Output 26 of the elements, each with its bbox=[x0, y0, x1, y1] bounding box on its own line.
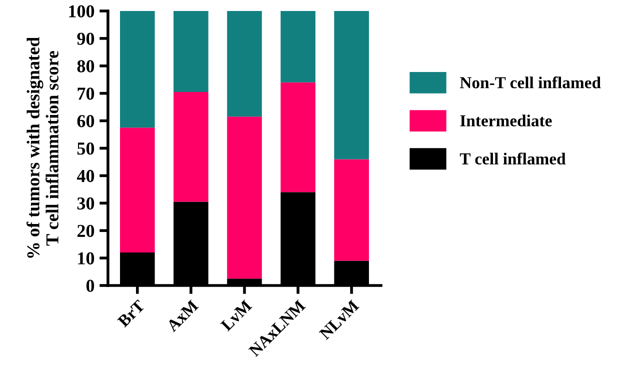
y-tick-label: 30 bbox=[77, 197, 94, 210]
y-tick-label: 0 bbox=[86, 280, 94, 292]
y-tick-label: 80 bbox=[77, 60, 94, 72]
y-tick-label: 70 bbox=[78, 88, 94, 100]
bar bbox=[174, 92, 208, 202]
bar bbox=[227, 116, 262, 279]
legend-label: Non-T cell inflamed bbox=[460, 76, 601, 88]
bar bbox=[334, 10, 369, 160]
x-tick-label: BrT bbox=[117, 299, 146, 328]
y-axis-title: % of tumors with designated T cell inflammation score bbox=[26, 37, 58, 258]
bar bbox=[174, 10, 208, 92]
y-tick-label: 20 bbox=[77, 224, 94, 238]
y-tick-label: 40 bbox=[76, 170, 94, 182]
legend-label: T cell inflamed bbox=[460, 152, 566, 164]
y-tick-label: 100 bbox=[69, 5, 94, 18]
bar bbox=[227, 10, 262, 117]
bar bbox=[280, 10, 316, 82]
y-tick-label: 60 bbox=[77, 115, 94, 128]
bar bbox=[120, 128, 155, 253]
y-tick-label: 50 bbox=[77, 142, 94, 155]
bar bbox=[334, 159, 369, 261]
y-tick-label: 10 bbox=[78, 252, 94, 264]
legend-label: Intermediate bbox=[460, 114, 552, 126]
y-tick-label: 90 bbox=[77, 32, 94, 45]
bar bbox=[280, 82, 316, 192]
bar bbox=[120, 10, 155, 128]
